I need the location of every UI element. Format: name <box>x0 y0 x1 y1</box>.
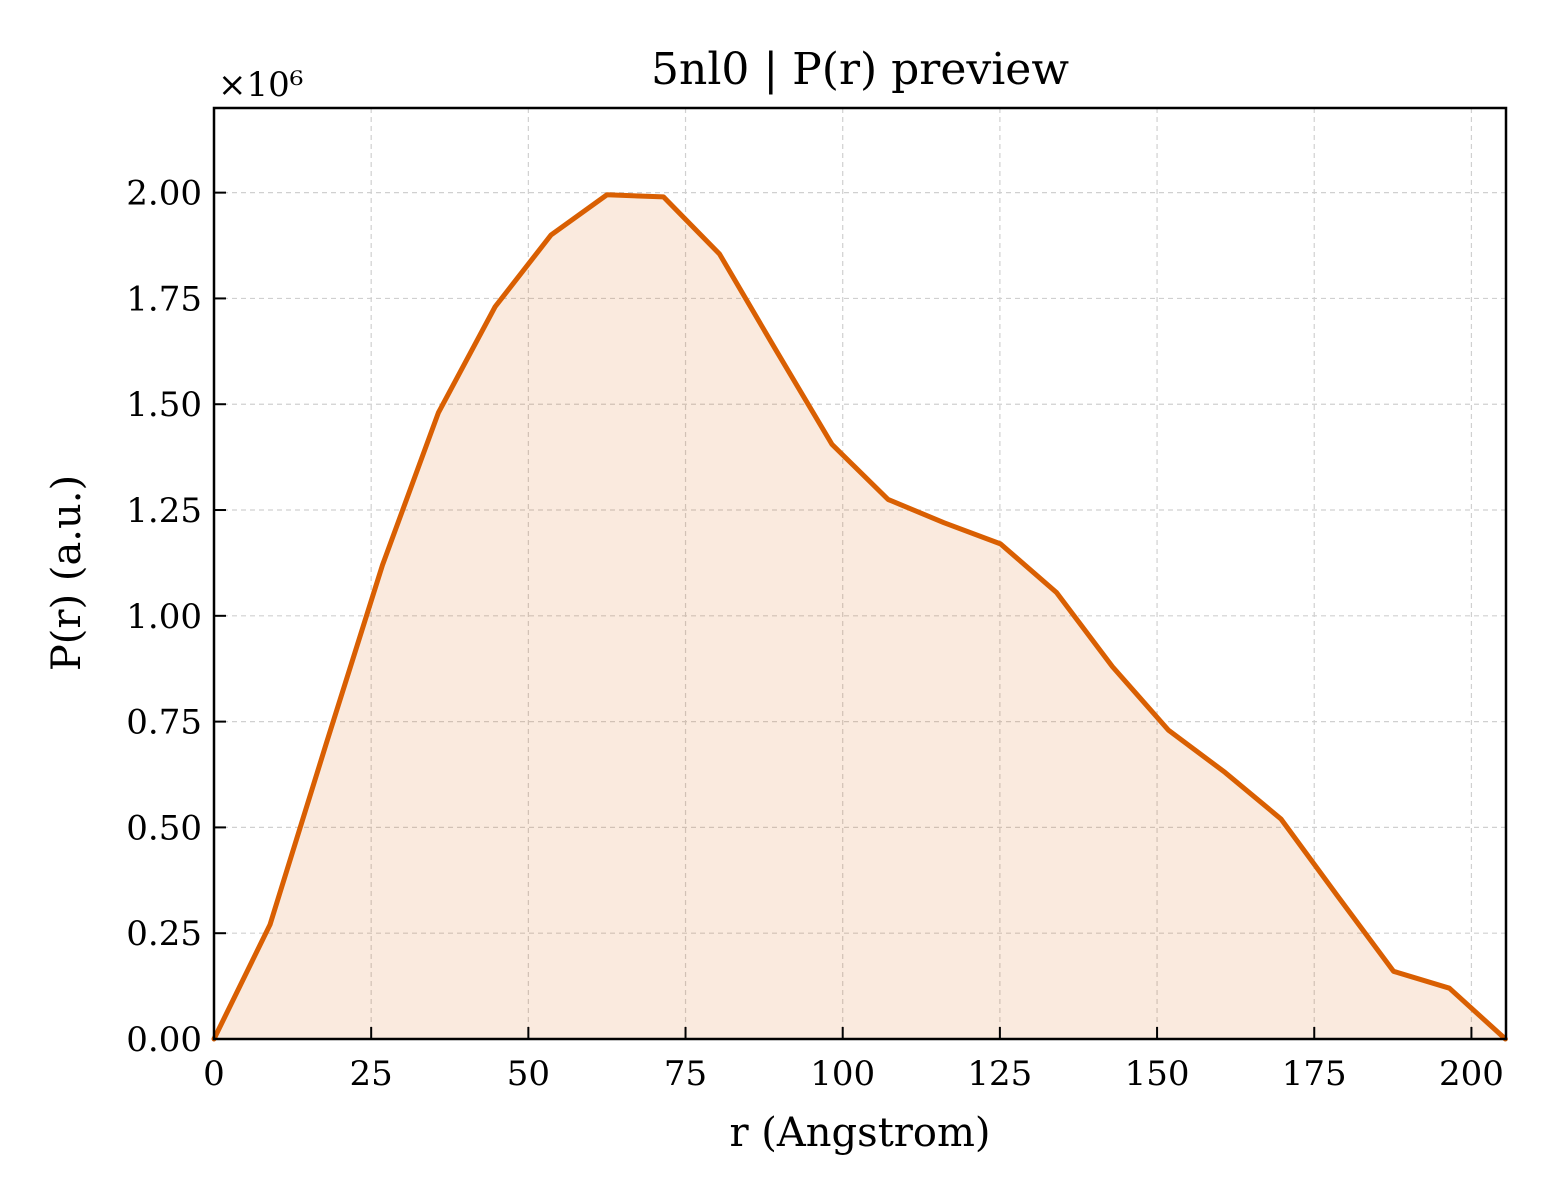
y-multiplier-label: ×10⁶ <box>218 65 303 105</box>
y-tick-label: 1.25 <box>126 491 202 531</box>
chart-title: 5nl0 | P(r) preview <box>651 44 1069 95</box>
y-tick-label: 1.50 <box>126 385 202 425</box>
y-tick-label: 0.00 <box>126 1020 202 1060</box>
y-tick-label: 2.00 <box>126 174 202 214</box>
x-tick-label: 100 <box>810 1054 875 1094</box>
plot-frame <box>212 106 1508 1041</box>
y-tick-label: 0.75 <box>126 703 202 743</box>
y-tick-label: 1.00 <box>126 597 202 637</box>
x-axis-label: r (Angstrom) <box>729 1110 990 1156</box>
x-tick-label: 125 <box>967 1054 1032 1094</box>
series-area <box>214 194 1506 1040</box>
y-tick-label: 0.50 <box>126 808 202 848</box>
x-tick-label: 50 <box>507 1054 550 1094</box>
y-tick-label: 1.75 <box>126 279 202 319</box>
x-tick-label: 150 <box>1125 1054 1190 1094</box>
x-tick-label: 25 <box>350 1054 393 1094</box>
ticks: 0 25 50 75 100 125 150 175 200 0.00 0.25 0.50 0.75 1.… <box>126 174 1504 1094</box>
x-tick-label: 175 <box>1282 1054 1347 1094</box>
y-tick-label: 0.25 <box>126 914 202 954</box>
y-axis-label: P(r) (a.u.) <box>44 475 90 671</box>
x-tick-label: 0 <box>203 1054 225 1094</box>
series-layer <box>211 192 1508 1042</box>
x-tick-label: 200 <box>1439 1054 1504 1094</box>
x-tick-label: 75 <box>664 1054 707 1094</box>
series-line <box>211 192 1508 1042</box>
